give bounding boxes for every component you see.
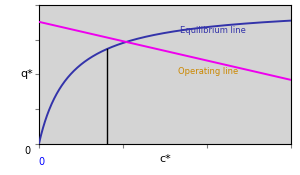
Text: Equilibrium line: Equilibrium line [180, 26, 246, 35]
Y-axis label: q*: q* [21, 69, 34, 79]
Text: 0: 0 [39, 157, 45, 167]
Text: Operating line: Operating line [178, 67, 238, 76]
Text: 0: 0 [25, 146, 31, 156]
X-axis label: c*: c* [159, 154, 171, 164]
